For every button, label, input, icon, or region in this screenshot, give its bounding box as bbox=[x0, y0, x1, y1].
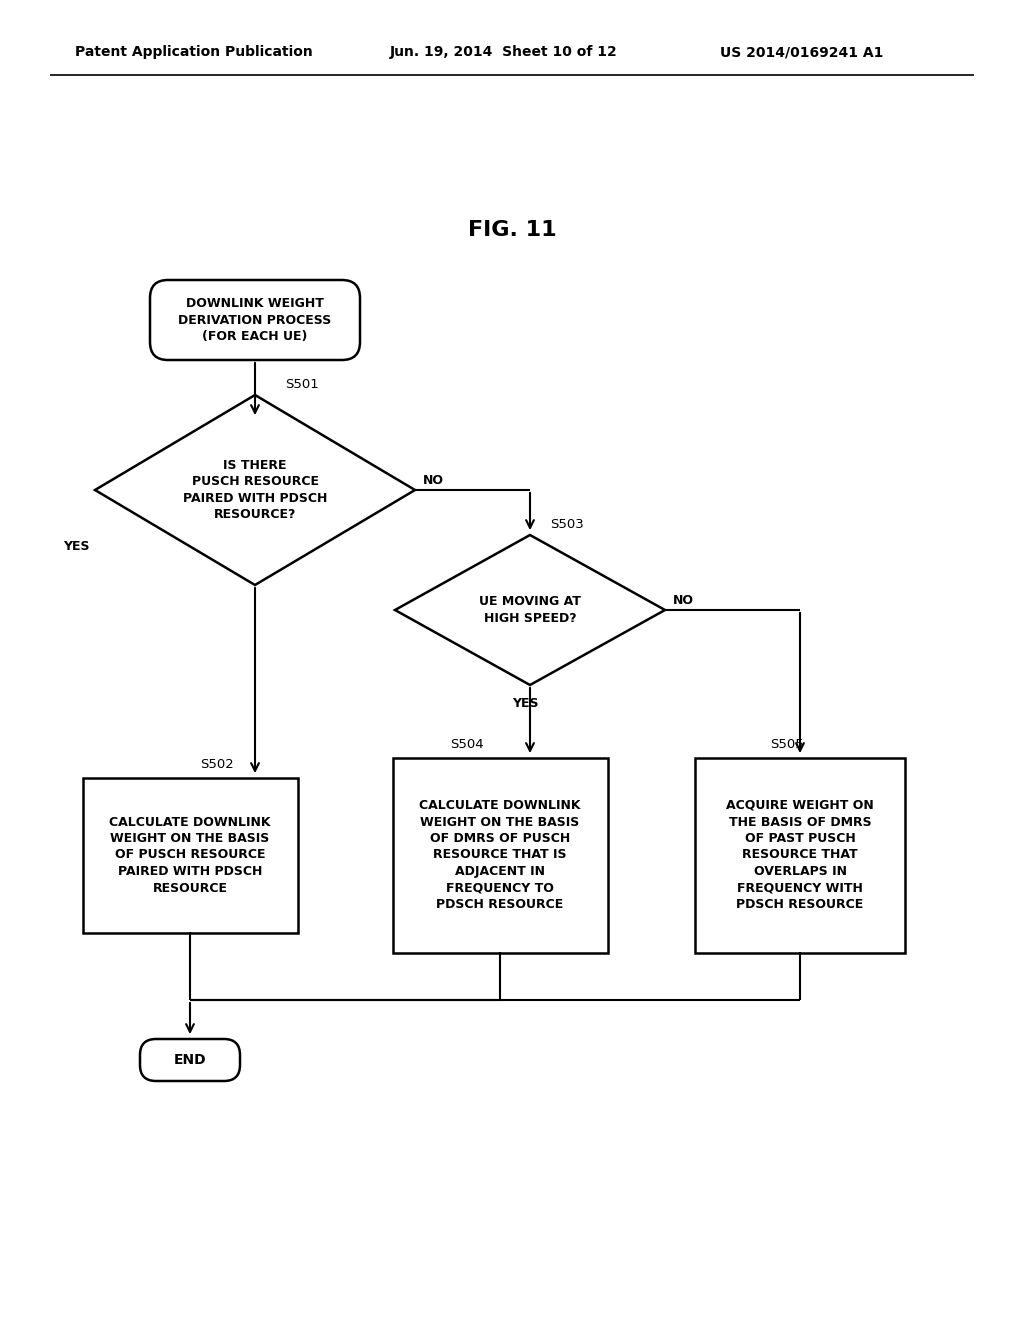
FancyBboxPatch shape bbox=[150, 280, 360, 360]
Text: Patent Application Publication: Patent Application Publication bbox=[75, 45, 312, 59]
Text: ACQUIRE WEIGHT ON
THE BASIS OF DMRS
OF PAST PUSCH
RESOURCE THAT
OVERLAPS IN
FREQ: ACQUIRE WEIGHT ON THE BASIS OF DMRS OF P… bbox=[726, 799, 873, 911]
Bar bbox=[695, 758, 905, 953]
Text: US 2014/0169241 A1: US 2014/0169241 A1 bbox=[720, 45, 884, 59]
Text: NO: NO bbox=[673, 594, 694, 606]
Text: CALCULATE DOWNLINK
WEIGHT ON THE BASIS
OF DMRS OF PUSCH
RESOURCE THAT IS
ADJACEN: CALCULATE DOWNLINK WEIGHT ON THE BASIS O… bbox=[419, 799, 581, 911]
Text: CALCULATE DOWNLINK
WEIGHT ON THE BASIS
OF PUSCH RESOURCE
PAIRED WITH PDSCH
RESOU: CALCULATE DOWNLINK WEIGHT ON THE BASIS O… bbox=[110, 816, 270, 895]
Bar bbox=[83, 777, 298, 932]
Text: S501: S501 bbox=[285, 379, 318, 392]
Text: S505: S505 bbox=[770, 738, 804, 751]
Text: END: END bbox=[174, 1053, 206, 1067]
Bar bbox=[392, 758, 607, 953]
Text: S502: S502 bbox=[200, 758, 233, 771]
Text: NO: NO bbox=[423, 474, 444, 487]
Polygon shape bbox=[95, 395, 415, 585]
Polygon shape bbox=[395, 535, 665, 685]
Text: YES: YES bbox=[512, 697, 539, 710]
Text: YES: YES bbox=[63, 540, 90, 553]
Text: S504: S504 bbox=[450, 738, 483, 751]
Text: UE MOVING AT
HIGH SPEED?: UE MOVING AT HIGH SPEED? bbox=[479, 595, 581, 624]
Text: FIG. 11: FIG. 11 bbox=[468, 220, 556, 240]
Text: IS THERE
PUSCH RESOURCE
PAIRED WITH PDSCH
RESOURCE?: IS THERE PUSCH RESOURCE PAIRED WITH PDSC… bbox=[183, 459, 328, 521]
Text: S503: S503 bbox=[550, 519, 584, 532]
Text: Jun. 19, 2014  Sheet 10 of 12: Jun. 19, 2014 Sheet 10 of 12 bbox=[390, 45, 617, 59]
Text: DOWNLINK WEIGHT
DERIVATION PROCESS
(FOR EACH UE): DOWNLINK WEIGHT DERIVATION PROCESS (FOR … bbox=[178, 297, 332, 343]
FancyBboxPatch shape bbox=[140, 1039, 240, 1081]
